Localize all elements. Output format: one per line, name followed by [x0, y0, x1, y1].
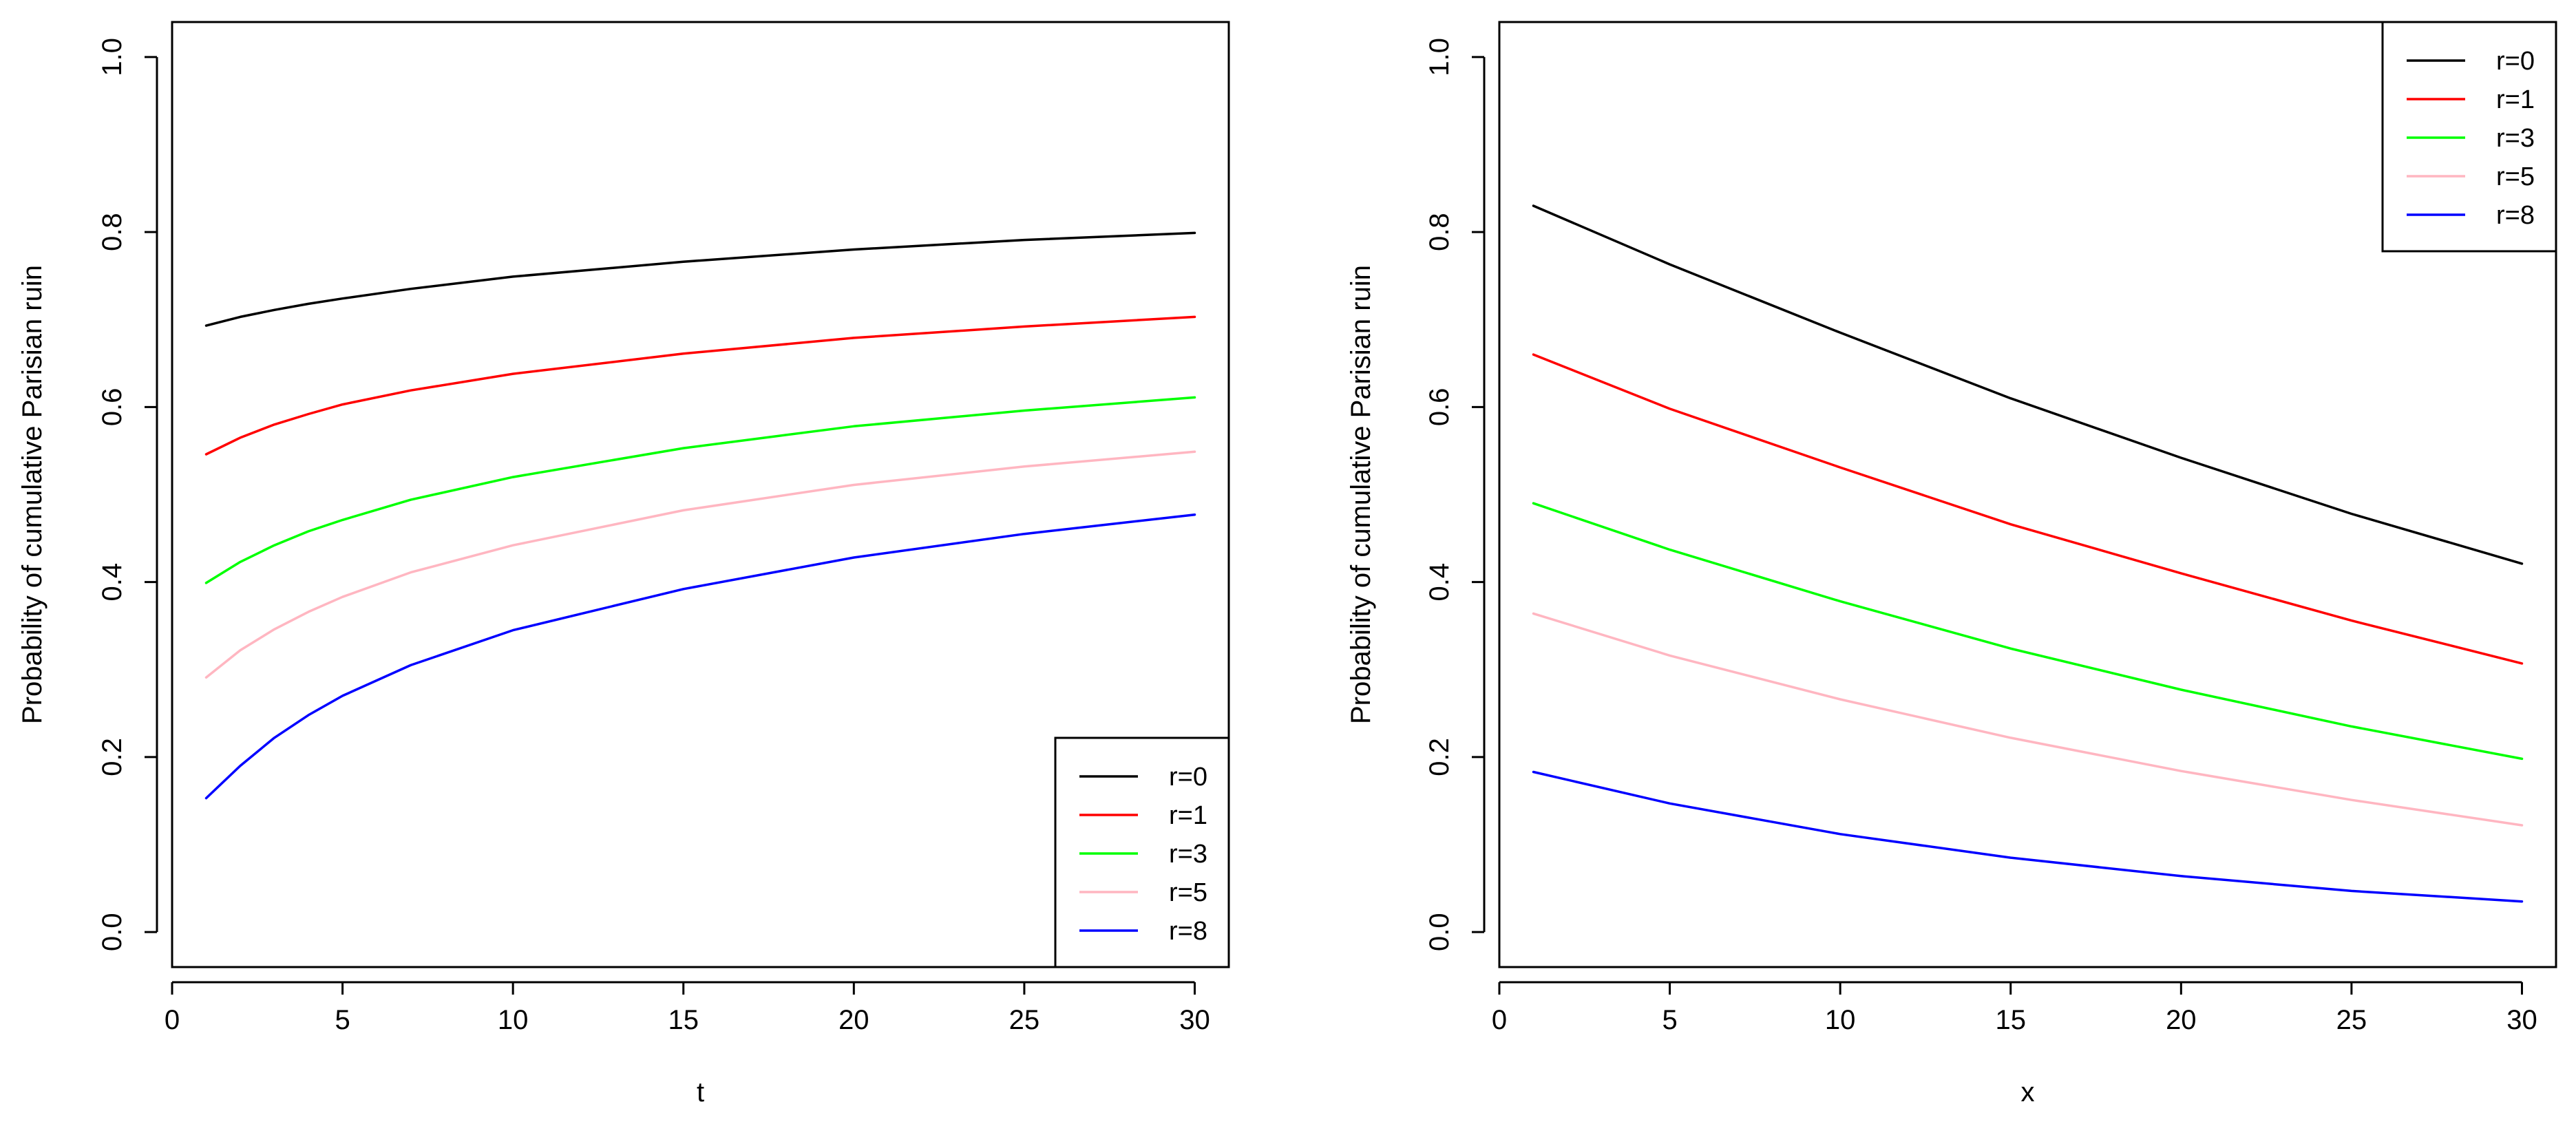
- series-line-r=3: [204, 396, 1196, 584]
- x-tick-label: 10: [1825, 1005, 1856, 1035]
- plot-frame: [1498, 21, 2557, 968]
- y-tick-label: 1.0: [97, 38, 127, 76]
- series-line-r=3: [1532, 502, 2524, 761]
- series-line-r=5: [1532, 612, 2524, 827]
- x-tick-label: 15: [668, 1005, 699, 1035]
- x-tick-label: 25: [1009, 1005, 1040, 1035]
- chart-panel-1: 0 5 10 15 20 25 30 0.0 0.2 0.4 0.6 0.8 1.0 t Probabili…: [17, 21, 1230, 1107]
- x-tick-label: 30: [2506, 1005, 2537, 1035]
- y-tick-label: 0.4: [1424, 563, 1455, 602]
- x-axis-label: x: [2021, 1077, 2035, 1107]
- series-line-r=5: [204, 450, 1196, 679]
- x-tick-label: 0: [165, 1005, 180, 1035]
- y-axis-label: Probability of cumulative Parisian ruin: [17, 265, 47, 724]
- legend-label: r=1: [2496, 85, 2535, 114]
- y-tick-label: 0.8: [97, 213, 127, 251]
- series-line-r=0: [1532, 204, 2524, 565]
- series-line-r=8: [204, 513, 1196, 800]
- y-tick-label: 0.0: [1424, 913, 1455, 951]
- series-line-r=1: [1532, 353, 2524, 665]
- x-axis-label: t: [697, 1077, 704, 1107]
- x-tick-label: 15: [1995, 1005, 2026, 1035]
- y-tick-label: 0.8: [1424, 213, 1455, 251]
- y-tick-label: 0.4: [97, 563, 127, 602]
- y-tick-label: 0.6: [1424, 388, 1455, 427]
- y-tick-label: 0.6: [97, 388, 127, 427]
- y-tick-label: 0.2: [1424, 738, 1455, 776]
- plot-frame: [171, 21, 1230, 968]
- y-tick-label: 1.0: [1424, 38, 1455, 76]
- x-tick-label: 5: [1662, 1005, 1677, 1035]
- series-line-r=1: [204, 315, 1196, 456]
- series-line-r=8: [1532, 770, 2524, 903]
- legend-label: r=0: [2496, 47, 2535, 76]
- x-tick-label: 10: [498, 1005, 529, 1035]
- y-tick-label: 0.2: [97, 738, 127, 776]
- legend-label: r=1: [1169, 801, 1207, 830]
- x-tick-label: 0: [1492, 1005, 1507, 1035]
- legend-label: r=3: [2496, 124, 2535, 153]
- x-tick-label: 20: [2166, 1005, 2197, 1035]
- chart-panel-2: 0 5 10 15 20 25 30 0.0 0.2 0.4 0.6 0.8 1.0 x Probabili…: [1346, 21, 2557, 1107]
- x-tick-label: 25: [2336, 1005, 2367, 1035]
- x-tick-label: 30: [1179, 1005, 1210, 1035]
- y-tick-label: 0.0: [97, 913, 127, 951]
- legend-label: r=8: [2496, 201, 2535, 230]
- y-axis-label: Probability of cumulative Parisian ruin: [1346, 265, 1376, 724]
- x-tick-label: 5: [335, 1005, 350, 1035]
- legend-label: r=5: [2496, 162, 2535, 191]
- legend-label: r=5: [1169, 878, 1207, 907]
- legend: r=0 r=1 r=3 r=5 r=8: [2381, 21, 2557, 253]
- legend-label: r=0: [1169, 763, 1207, 792]
- series-line-r=0: [204, 231, 1196, 327]
- x-tick-label: 20: [838, 1005, 869, 1035]
- legend-label: r=3: [1169, 840, 1207, 869]
- legend: r=0 r=1 r=3 r=5 r=8: [1054, 736, 1230, 968]
- legend-label: r=8: [1169, 917, 1207, 946]
